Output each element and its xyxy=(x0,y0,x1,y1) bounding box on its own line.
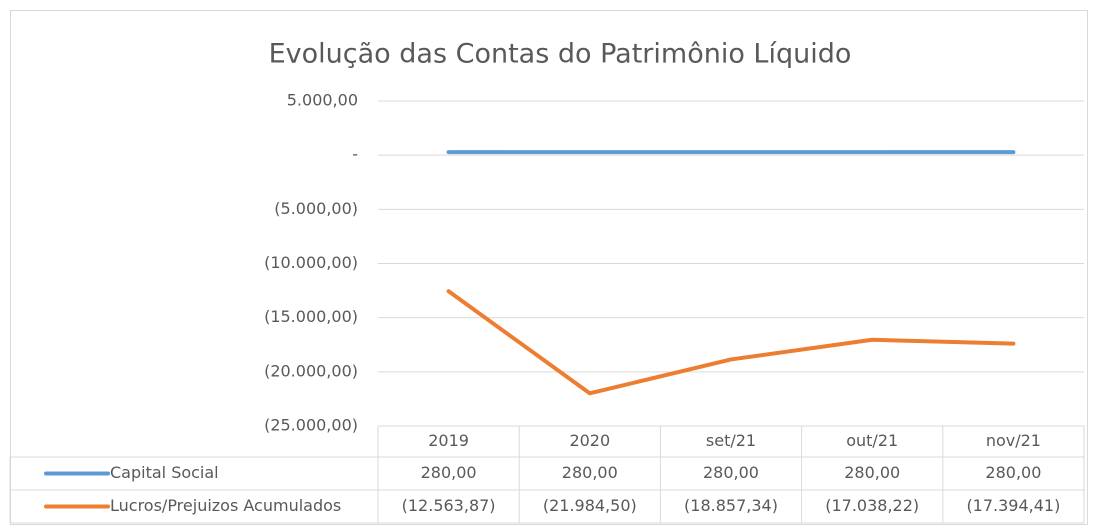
y-tick-label: (15.000,00) xyxy=(264,307,358,326)
x-tick-label: 2020 xyxy=(569,431,610,450)
y-tick-label: (10.000,00) xyxy=(264,253,358,272)
data-label: 280,00 xyxy=(562,463,618,482)
x-tick-label: nov/21 xyxy=(986,431,1041,450)
y-tick-label: (20.000,00) xyxy=(264,361,358,380)
data-label: (21.984,50) xyxy=(543,496,637,515)
chart-frame xyxy=(10,10,1088,525)
data-label: (12.563,87) xyxy=(402,496,496,515)
data-label: 280,00 xyxy=(844,463,900,482)
y-tick-label: (5.000,00) xyxy=(274,199,358,218)
data-label: 280,00 xyxy=(985,463,1041,482)
x-tick-label: 2019 xyxy=(428,431,469,450)
data-label: 280,00 xyxy=(421,463,477,482)
y-tick-label: (25.000,00) xyxy=(264,416,358,435)
legend-label: Capital Social xyxy=(110,463,219,482)
y-tick-label: 5.000,00 xyxy=(287,91,358,110)
x-tick-label: out/21 xyxy=(846,431,898,450)
legend-label: Lucros/Prejuizos Acumulados xyxy=(110,496,341,515)
data-label: (17.394,41) xyxy=(966,496,1060,515)
data-label: (17.038,22) xyxy=(825,496,919,515)
data-label: (18.857,34) xyxy=(684,496,778,515)
data-label: 280,00 xyxy=(703,463,759,482)
chart-title: Evolução das Contas do Patrimônio Líquid… xyxy=(269,39,852,70)
x-tick-label: set/21 xyxy=(706,431,756,450)
y-tick-label: - xyxy=(352,145,358,164)
series-line xyxy=(446,289,1016,396)
